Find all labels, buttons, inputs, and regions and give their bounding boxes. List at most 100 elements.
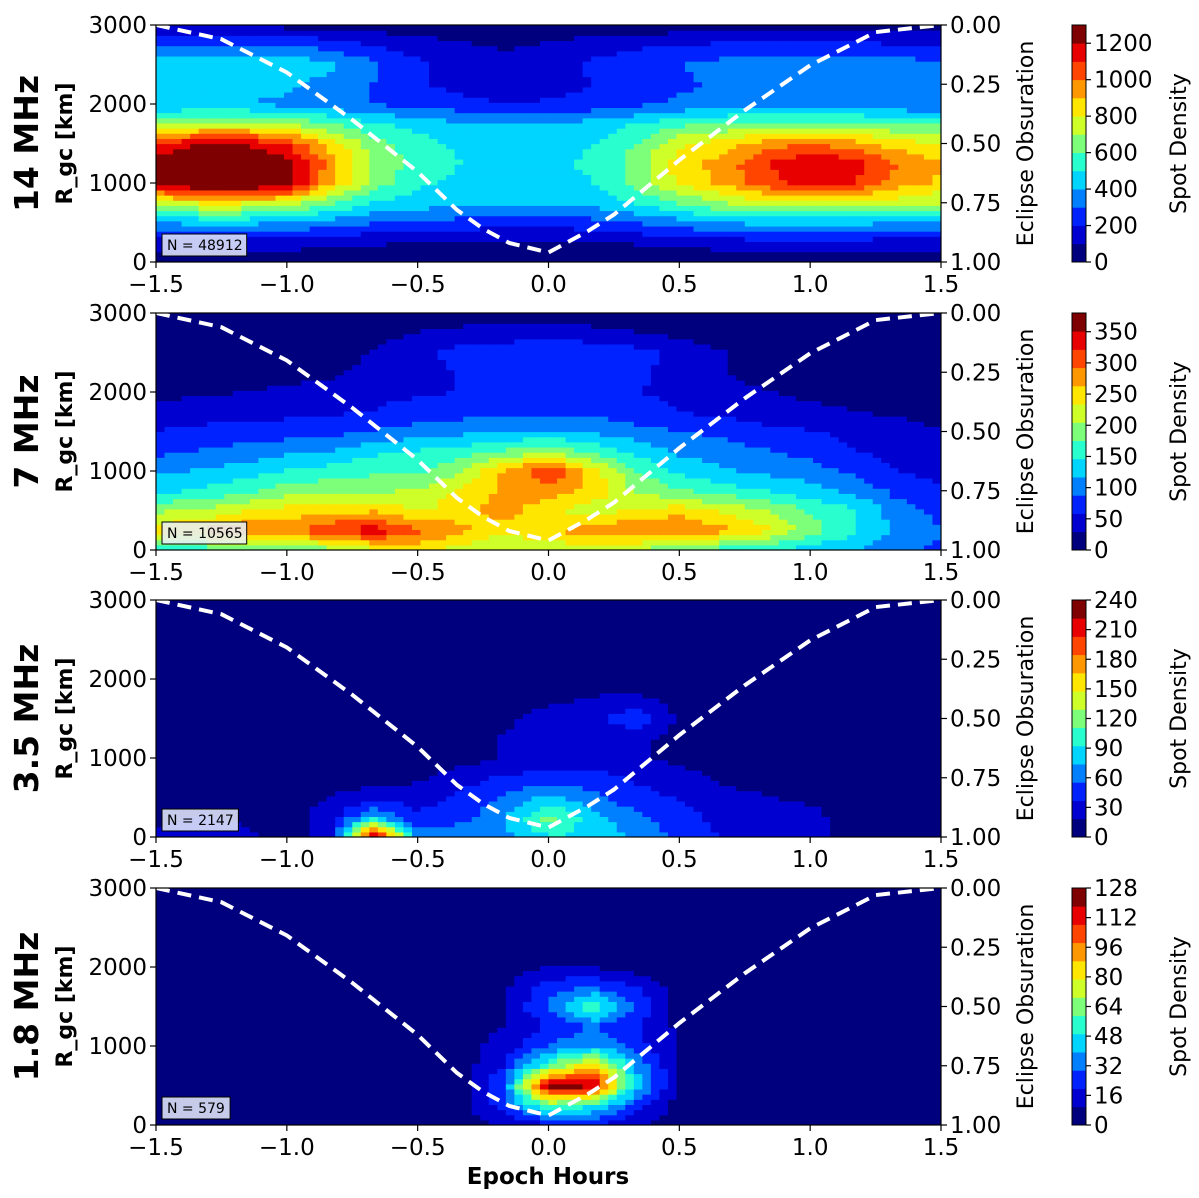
- heat-cell: [531, 519, 541, 525]
- heat-cell: [258, 107, 268, 114]
- heat-cell: [804, 153, 814, 160]
- heat-cell: [693, 122, 703, 129]
- heat-cell: [838, 112, 848, 119]
- heat-cell: [394, 200, 405, 206]
- heat-cell: [505, 251, 515, 258]
- heat-cell: [608, 158, 618, 165]
- heat-cell: [343, 158, 353, 165]
- heat-cell: [906, 529, 916, 536]
- heat-cell: [813, 200, 823, 206]
- heat-cell: [898, 55, 908, 62]
- heat-cell: [377, 210, 387, 217]
- heat-cell: [352, 519, 362, 525]
- heat-cell: [650, 246, 661, 253]
- heat-cell: [736, 195, 746, 201]
- heat-cell: [292, 112, 302, 119]
- heat-cell: [813, 117, 823, 124]
- heat-cell: [804, 66, 814, 72]
- heat-cell: [309, 128, 319, 134]
- heat-cell: [847, 534, 857, 541]
- heat-cell: [360, 225, 370, 232]
- heat-cell: [309, 35, 319, 42]
- heat-cell: [906, 138, 916, 145]
- heat-cell: [838, 55, 848, 62]
- heat-cell: [463, 256, 473, 262]
- heat-cell: [232, 143, 242, 150]
- heat-cell: [608, 251, 618, 258]
- heat-cell: [173, 158, 183, 165]
- heat-cell: [830, 210, 840, 217]
- heat-cell: [318, 534, 328, 541]
- heat-cell: [215, 128, 225, 134]
- heat-cell: [667, 205, 678, 212]
- heat-cell: [497, 143, 507, 150]
- heat-cell: [872, 25, 882, 31]
- heat-cell: [821, 220, 831, 227]
- heat-cell: [446, 251, 456, 258]
- heat-cell: [821, 215, 831, 222]
- heat-cell: [736, 524, 746, 530]
- heat-cell: [207, 50, 217, 57]
- heat-cell: [565, 128, 575, 134]
- heat-cell: [548, 112, 558, 119]
- heat-cell: [889, 112, 899, 119]
- heat-cell: [309, 50, 319, 57]
- heat-cell: [335, 102, 345, 109]
- heat-cell: [872, 102, 882, 109]
- heat-cell: [821, 45, 831, 52]
- heat-cell: [710, 133, 720, 139]
- heat-cell: [608, 153, 618, 160]
- heat-cell: [744, 256, 754, 262]
- heat-cell: [770, 200, 780, 206]
- heat-cell: [625, 189, 635, 196]
- heat-cell: [539, 81, 550, 88]
- heat-cell: [881, 81, 891, 88]
- heat-cell: [693, 184, 703, 191]
- heat-cell: [326, 50, 336, 57]
- heat-cell: [292, 246, 302, 253]
- heat-cell: [394, 148, 405, 155]
- heat-cell: [514, 122, 524, 129]
- heat-cell: [394, 138, 405, 145]
- heat-cell: [429, 539, 439, 546]
- heat-cell: [650, 236, 661, 242]
- heat-cell: [778, 195, 789, 201]
- heat-cell: [505, 138, 515, 145]
- heat-cell: [565, 55, 575, 62]
- heat-cell: [676, 256, 686, 262]
- heat-cell: [591, 40, 601, 47]
- heat-cell: [633, 210, 643, 217]
- heat-cell: [898, 174, 908, 181]
- heat-cell: [881, 66, 891, 72]
- heat-cell: [224, 164, 234, 170]
- heat-cell: [719, 256, 729, 262]
- heat-cell: [821, 534, 831, 541]
- heat-cell: [702, 112, 712, 119]
- heat-cell: [795, 86, 806, 93]
- heat-cell: [215, 81, 225, 88]
- heat-cell: [642, 138, 652, 145]
- heat-cell: [855, 534, 865, 541]
- heat-cell: [326, 508, 336, 515]
- heat-cell: [522, 225, 533, 232]
- heat-cell: [881, 55, 891, 62]
- heat-cell: [898, 195, 908, 201]
- heat-cell: [488, 128, 498, 134]
- heat-cell: [514, 220, 524, 227]
- heat-cell: [813, 241, 823, 248]
- heat-cell: [215, 158, 225, 165]
- heat-cell: [232, 76, 242, 83]
- heat-cell: [557, 174, 567, 181]
- heat-cell: [608, 117, 618, 124]
- heat-cell: [574, 102, 584, 109]
- heat-cell: [539, 164, 550, 170]
- heat-cell: [301, 50, 311, 57]
- heat-cell: [181, 102, 191, 109]
- heat-cell: [249, 215, 259, 222]
- heat-cell: [616, 164, 626, 170]
- heat-cell: [522, 544, 533, 550]
- heat-cell: [872, 164, 882, 170]
- heat-cell: [889, 117, 899, 124]
- heat-cell: [514, 138, 524, 145]
- heat-cell: [198, 200, 208, 206]
